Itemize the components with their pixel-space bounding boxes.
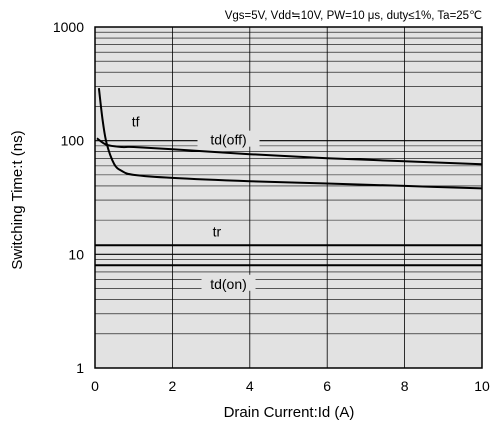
series-line-tf	[97, 87, 483, 190]
series-label-td-off: td(off)	[210, 132, 246, 148]
plot-background	[95, 27, 482, 368]
y-tick-label: 1000	[53, 19, 84, 35]
x-tick-label: 6	[323, 378, 331, 394]
x-tick-label: 0	[91, 378, 99, 394]
series-line-td-off	[96, 137, 483, 166]
label-bg-tr	[205, 222, 228, 239]
series-label-tr: tr	[213, 224, 222, 240]
tick-labels: 0 2 4 6 8 10 1 10 100 1000	[53, 19, 490, 394]
x-tick-label: 8	[401, 378, 409, 394]
chart-title: Vgs=5V, Vdd≒10V, PW=10 μs, duty≤1%, Ta=2…	[225, 10, 482, 22]
y-tick-label: 10	[68, 246, 84, 262]
label-bg-td-on	[201, 274, 256, 291]
series-label-td-on: td(on)	[210, 276, 247, 292]
series-label-tf: tf	[132, 113, 140, 129]
y-tick-label: 100	[61, 133, 85, 149]
x-tick-label: 2	[169, 378, 177, 394]
label-bg-td-off	[197, 130, 260, 147]
series-labels: tf td(off) tr td(on)	[124, 112, 260, 292]
plot-border	[94, 26, 483, 369]
x-tick-label: 4	[246, 378, 254, 394]
grid	[95, 27, 482, 368]
series-lines	[95, 87, 483, 267]
x-axis-label: Drain Current:Id (A)	[224, 404, 355, 421]
x-tick-label: 10	[474, 378, 490, 394]
label-bg-tf	[124, 112, 147, 129]
plot-area	[95, 27, 482, 368]
y-tick-label: 1	[76, 360, 84, 376]
y-axis-label: Switching Time:t (ns)	[9, 130, 26, 269]
plot-frame	[94, 26, 483, 369]
